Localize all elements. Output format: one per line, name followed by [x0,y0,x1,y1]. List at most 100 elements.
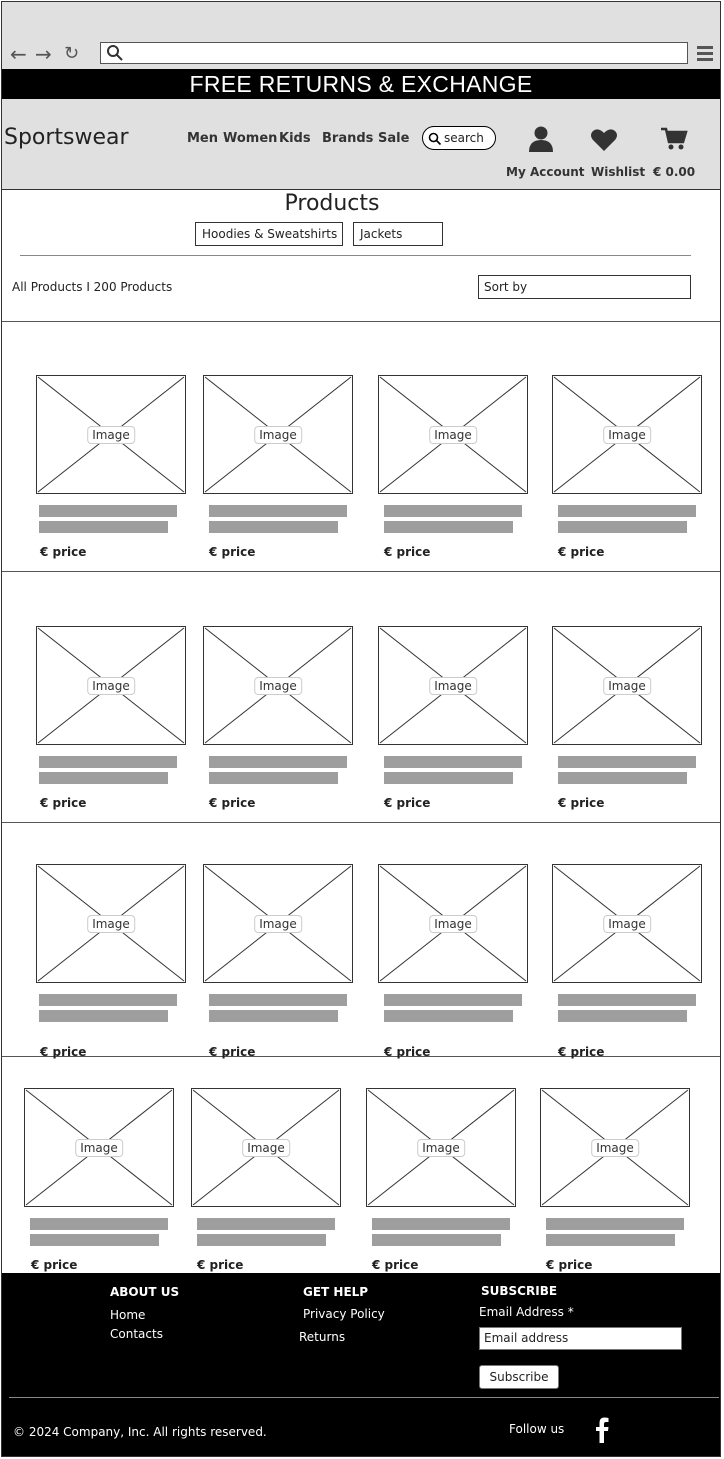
product-price: € price [197,1258,244,1272]
product-image-placeholder[interactable]: Image [203,375,353,494]
heart-icon[interactable] [590,127,618,153]
product-image-placeholder[interactable]: Image [36,626,186,745]
footer-link-privacy[interactable]: Privacy Policy [303,1307,385,1321]
product-name-placeholder [197,1218,335,1230]
product-card[interactable]: Image € price [36,375,186,560]
site-logo[interactable]: Sportswear [4,125,129,150]
forward-arrow-icon[interactable]: → [35,42,52,66]
footer-link-returns[interactable]: Returns [299,1330,346,1344]
product-detail-placeholder [197,1234,326,1246]
product-image-placeholder[interactable]: Image [552,375,702,494]
product-price: € price [40,796,87,810]
product-card[interactable]: Image € price [24,1088,174,1273]
nav-sale[interactable]: Sale [378,131,410,146]
product-card[interactable]: Image € price [552,626,702,811]
product-price: € price [546,1258,593,1272]
back-arrow-icon[interactable]: ← [10,42,27,66]
product-image-placeholder[interactable]: Image [366,1088,516,1207]
product-price: € price [558,796,605,810]
product-name-placeholder [30,1218,168,1230]
sort-dropdown[interactable]: Sort by [478,275,691,299]
product-image-placeholder[interactable]: Image [24,1088,174,1207]
product-image-placeholder[interactable]: Image [191,1088,341,1207]
product-detail-placeholder [384,521,513,533]
product-image-placeholder[interactable]: Image [540,1088,690,1207]
image-label: Image [254,425,302,444]
product-name-placeholder [39,756,177,768]
product-image-placeholder[interactable]: Image [203,626,353,745]
product-name-placeholder [558,756,696,768]
subscribe-heading: SUBSCRIBE [481,1284,558,1298]
product-count: All Products I 200 Products [12,280,173,294]
product-card[interactable]: Image € price [378,864,528,1059]
product-detail-placeholder [384,1010,513,1022]
nav-brands[interactable]: Brands [322,131,374,146]
product-image-placeholder[interactable]: Image [203,864,353,983]
product-card[interactable]: Image € price [552,864,702,1059]
product-detail-placeholder [39,772,168,784]
filter-hoodies-sweatshirts[interactable]: Hoodies & Sweatshirts [195,222,343,246]
product-card[interactable]: Image € price [540,1088,690,1273]
image-label: Image [254,676,302,695]
search-label: search [444,131,484,145]
product-price: € price [40,1045,87,1059]
product-card[interactable]: Image € price [36,864,186,1059]
product-image-placeholder[interactable]: Image [378,864,528,983]
product-name-placeholder [209,505,347,517]
footer-link-contacts[interactable]: Contacts [110,1327,163,1341]
product-card[interactable]: Image € price [378,626,528,811]
nav-kids[interactable]: Kids [279,131,311,146]
product-card[interactable]: Image € price [36,626,186,811]
image-label: Image [254,914,302,933]
product-card[interactable]: Image € price [203,375,353,560]
shopping-cart-icon[interactable] [660,126,688,152]
product-name-placeholder [209,756,347,768]
product-image-placeholder[interactable]: Image [378,626,528,745]
product-detail-placeholder [546,1234,675,1246]
my-account-link[interactable]: My Account [506,165,585,179]
email-label: Email Address * [479,1305,574,1319]
image-label: Image [87,425,135,444]
wishlist-link[interactable]: Wishlist [591,165,646,179]
image-label: Image [242,1138,290,1157]
product-card[interactable]: Image € price [552,375,702,560]
divider [20,255,691,256]
reload-icon[interactable]: ↻ [64,43,80,64]
facebook-icon[interactable] [594,1416,610,1444]
product-image-placeholder[interactable]: Image [552,864,702,983]
help-heading: GET HELP [303,1285,369,1299]
product-image-placeholder[interactable]: Image [36,864,186,983]
product-image-placeholder[interactable]: Image [378,375,528,494]
section-divider [2,1056,720,1057]
image-label: Image [417,1138,465,1157]
image-label: Image [603,425,651,444]
product-card[interactable]: Image € price [366,1088,516,1273]
product-card[interactable]: Image € price [203,864,353,1059]
product-name-placeholder [372,1218,510,1230]
footer-link-home[interactable]: Home [110,1308,146,1322]
nav-men[interactable]: Men [187,131,219,146]
product-image-placeholder[interactable]: Image [36,375,186,494]
product-card[interactable]: Image € price [378,375,528,560]
image-label: Image [429,425,477,444]
filter-jackets[interactable]: Jackets [353,222,443,246]
image-label: Image [87,914,135,933]
product-detail-placeholder [30,1234,159,1246]
product-detail-placeholder [372,1234,501,1246]
search-icon [428,132,442,146]
address-bar[interactable] [100,42,688,64]
header-search-button[interactable]: search [422,126,496,150]
account-icon[interactable] [528,125,554,153]
product-price: € price [372,1258,419,1272]
image-label: Image [429,914,477,933]
subscribe-button[interactable]: Subscribe [479,1365,559,1389]
product-image-placeholder[interactable]: Image [552,626,702,745]
nav-women[interactable]: Women [223,131,278,146]
image-label: Image [603,914,651,933]
email-input[interactable]: Email address [479,1327,682,1350]
product-card[interactable]: Image € price [191,1088,341,1273]
hamburger-menu-icon[interactable] [696,43,714,63]
cart-total[interactable]: € 0.00 [653,165,696,179]
product-card[interactable]: Image € price [203,626,353,811]
